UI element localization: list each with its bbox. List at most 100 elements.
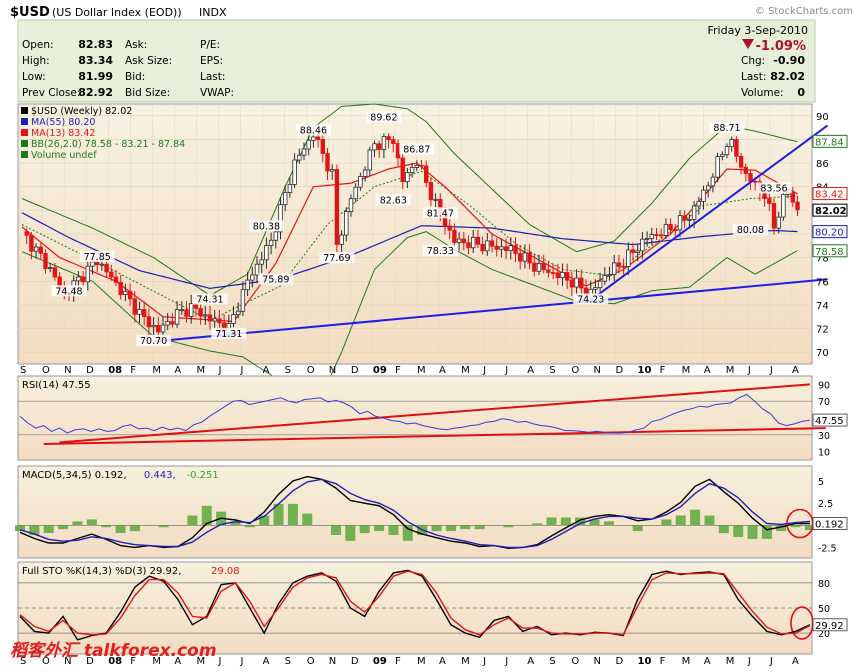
candle-body	[555, 272, 560, 279]
candle-body	[395, 143, 401, 159]
macd-histogram-bar	[431, 525, 442, 532]
price-annotation-bg	[79, 251, 115, 262]
macd-histogram-bar	[805, 525, 815, 531]
date-tick: A	[527, 365, 534, 376]
candle-body	[579, 277, 584, 289]
candle-body	[141, 309, 147, 318]
date-tick-bottom: S	[549, 656, 555, 667]
macd-histogram-bar	[589, 519, 600, 526]
candle-body	[99, 263, 105, 266]
date-tick-bottom: A	[263, 656, 270, 667]
date-tick: J	[747, 365, 751, 376]
date-tick: M	[726, 365, 735, 376]
candle-body	[461, 238, 466, 244]
price-annotation-bg	[375, 194, 411, 206]
price-annotation: 80.08	[737, 225, 764, 236]
candle-body	[419, 164, 424, 167]
series-line	[19, 478, 811, 549]
date-tick-bottom: J	[482, 656, 486, 667]
date-tick-bottom: S	[20, 656, 26, 667]
candle-body	[663, 224, 669, 236]
date-tick-bottom: A	[174, 656, 181, 667]
panel-axis-tick: 2.5	[818, 499, 833, 510]
date-tick: A	[439, 365, 446, 376]
price-annotation-bg	[211, 327, 247, 339]
macd-histogram-bar	[201, 505, 212, 526]
candle-body	[405, 172, 410, 183]
candle-body	[240, 289, 246, 312]
price-annotation-bg	[319, 252, 355, 264]
legend-swatch	[21, 140, 28, 147]
legend-entry: BB(26,2.0) 78.58 - 83.21 - 87.84	[31, 139, 185, 150]
date-tick: A	[263, 365, 270, 376]
candle-body	[188, 303, 194, 317]
date-tick-bottom: 09	[373, 656, 387, 667]
macd-panel-bg	[17, 465, 813, 559]
date-tick-bottom: O	[42, 656, 50, 667]
macd-histogram-bar	[790, 525, 801, 528]
price-annotation: 88.71	[713, 123, 740, 134]
candle-body	[701, 189, 706, 202]
candle-body	[753, 180, 758, 183]
legend-swatch	[21, 118, 28, 125]
candle-body	[376, 143, 382, 150]
date-tick: N	[64, 365, 71, 376]
price-annotation: 75.89	[262, 274, 289, 285]
price-annotation: 71.31	[215, 329, 242, 340]
quote-ratio-label: Last:	[200, 71, 225, 83]
candle-body	[334, 169, 340, 245]
macd-histogram-bar	[359, 525, 370, 534]
quote-mid-label: Bid:	[125, 71, 145, 83]
date-tick: M	[682, 365, 691, 376]
stockcharts-watermark: © StockCharts.com	[755, 6, 853, 17]
date-tick: 08	[108, 365, 122, 376]
price-right-label-box	[812, 244, 848, 258]
panel-axis-tick: 30	[818, 431, 830, 442]
candle-body	[673, 229, 678, 231]
price-right-label-box	[812, 134, 848, 148]
date-tick: A	[704, 365, 711, 376]
candle-body	[344, 211, 349, 236]
symbol-title: $USD	[10, 5, 50, 20]
price-annotation: 83.56	[760, 183, 787, 194]
macd-histogram-bar	[560, 517, 571, 526]
macd-histogram-bar	[761, 525, 772, 539]
macd-histogram-bar	[273, 503, 284, 526]
price-axis-tick: 74	[816, 301, 829, 312]
date-tick-bottom: J	[240, 656, 244, 667]
date-tick: M	[196, 365, 205, 376]
date-tick-bottom: N	[593, 656, 600, 667]
quote-stat-value: 82.02	[770, 70, 805, 83]
candle-body	[24, 231, 29, 236]
price-annotation-bg	[248, 220, 284, 232]
price-annotation-bg	[136, 334, 172, 346]
candle-body	[353, 186, 358, 200]
candle-body	[447, 225, 452, 231]
candle-body	[428, 182, 434, 201]
candle-body	[452, 229, 457, 243]
date-tick: F	[660, 365, 666, 376]
date-tick: J	[504, 365, 508, 376]
date-tick-bottom: A	[527, 656, 534, 667]
candle-body	[480, 243, 485, 252]
candle-body	[781, 193, 786, 218]
candle-body	[677, 215, 683, 231]
candle-body	[400, 157, 405, 183]
date-tick: F	[395, 365, 401, 376]
quote-ratio-label: VWAP:	[200, 87, 234, 99]
candle-body	[691, 205, 697, 220]
candle-body	[381, 136, 387, 150]
panel-legend: 29.08	[211, 566, 240, 577]
date-tick: J	[482, 365, 486, 376]
candle-body	[715, 156, 720, 178]
date-tick: 09	[373, 365, 387, 376]
quote-ratio-label: EPS:	[200, 55, 223, 67]
quote-value: 81.99	[78, 70, 113, 83]
macd-histogram-bar	[733, 525, 744, 537]
date-tick: 10	[638, 365, 652, 376]
quote-stat-label: Last:	[741, 71, 766, 83]
date-tick: F	[130, 365, 136, 376]
price-annotation: 80.38	[253, 221, 280, 232]
